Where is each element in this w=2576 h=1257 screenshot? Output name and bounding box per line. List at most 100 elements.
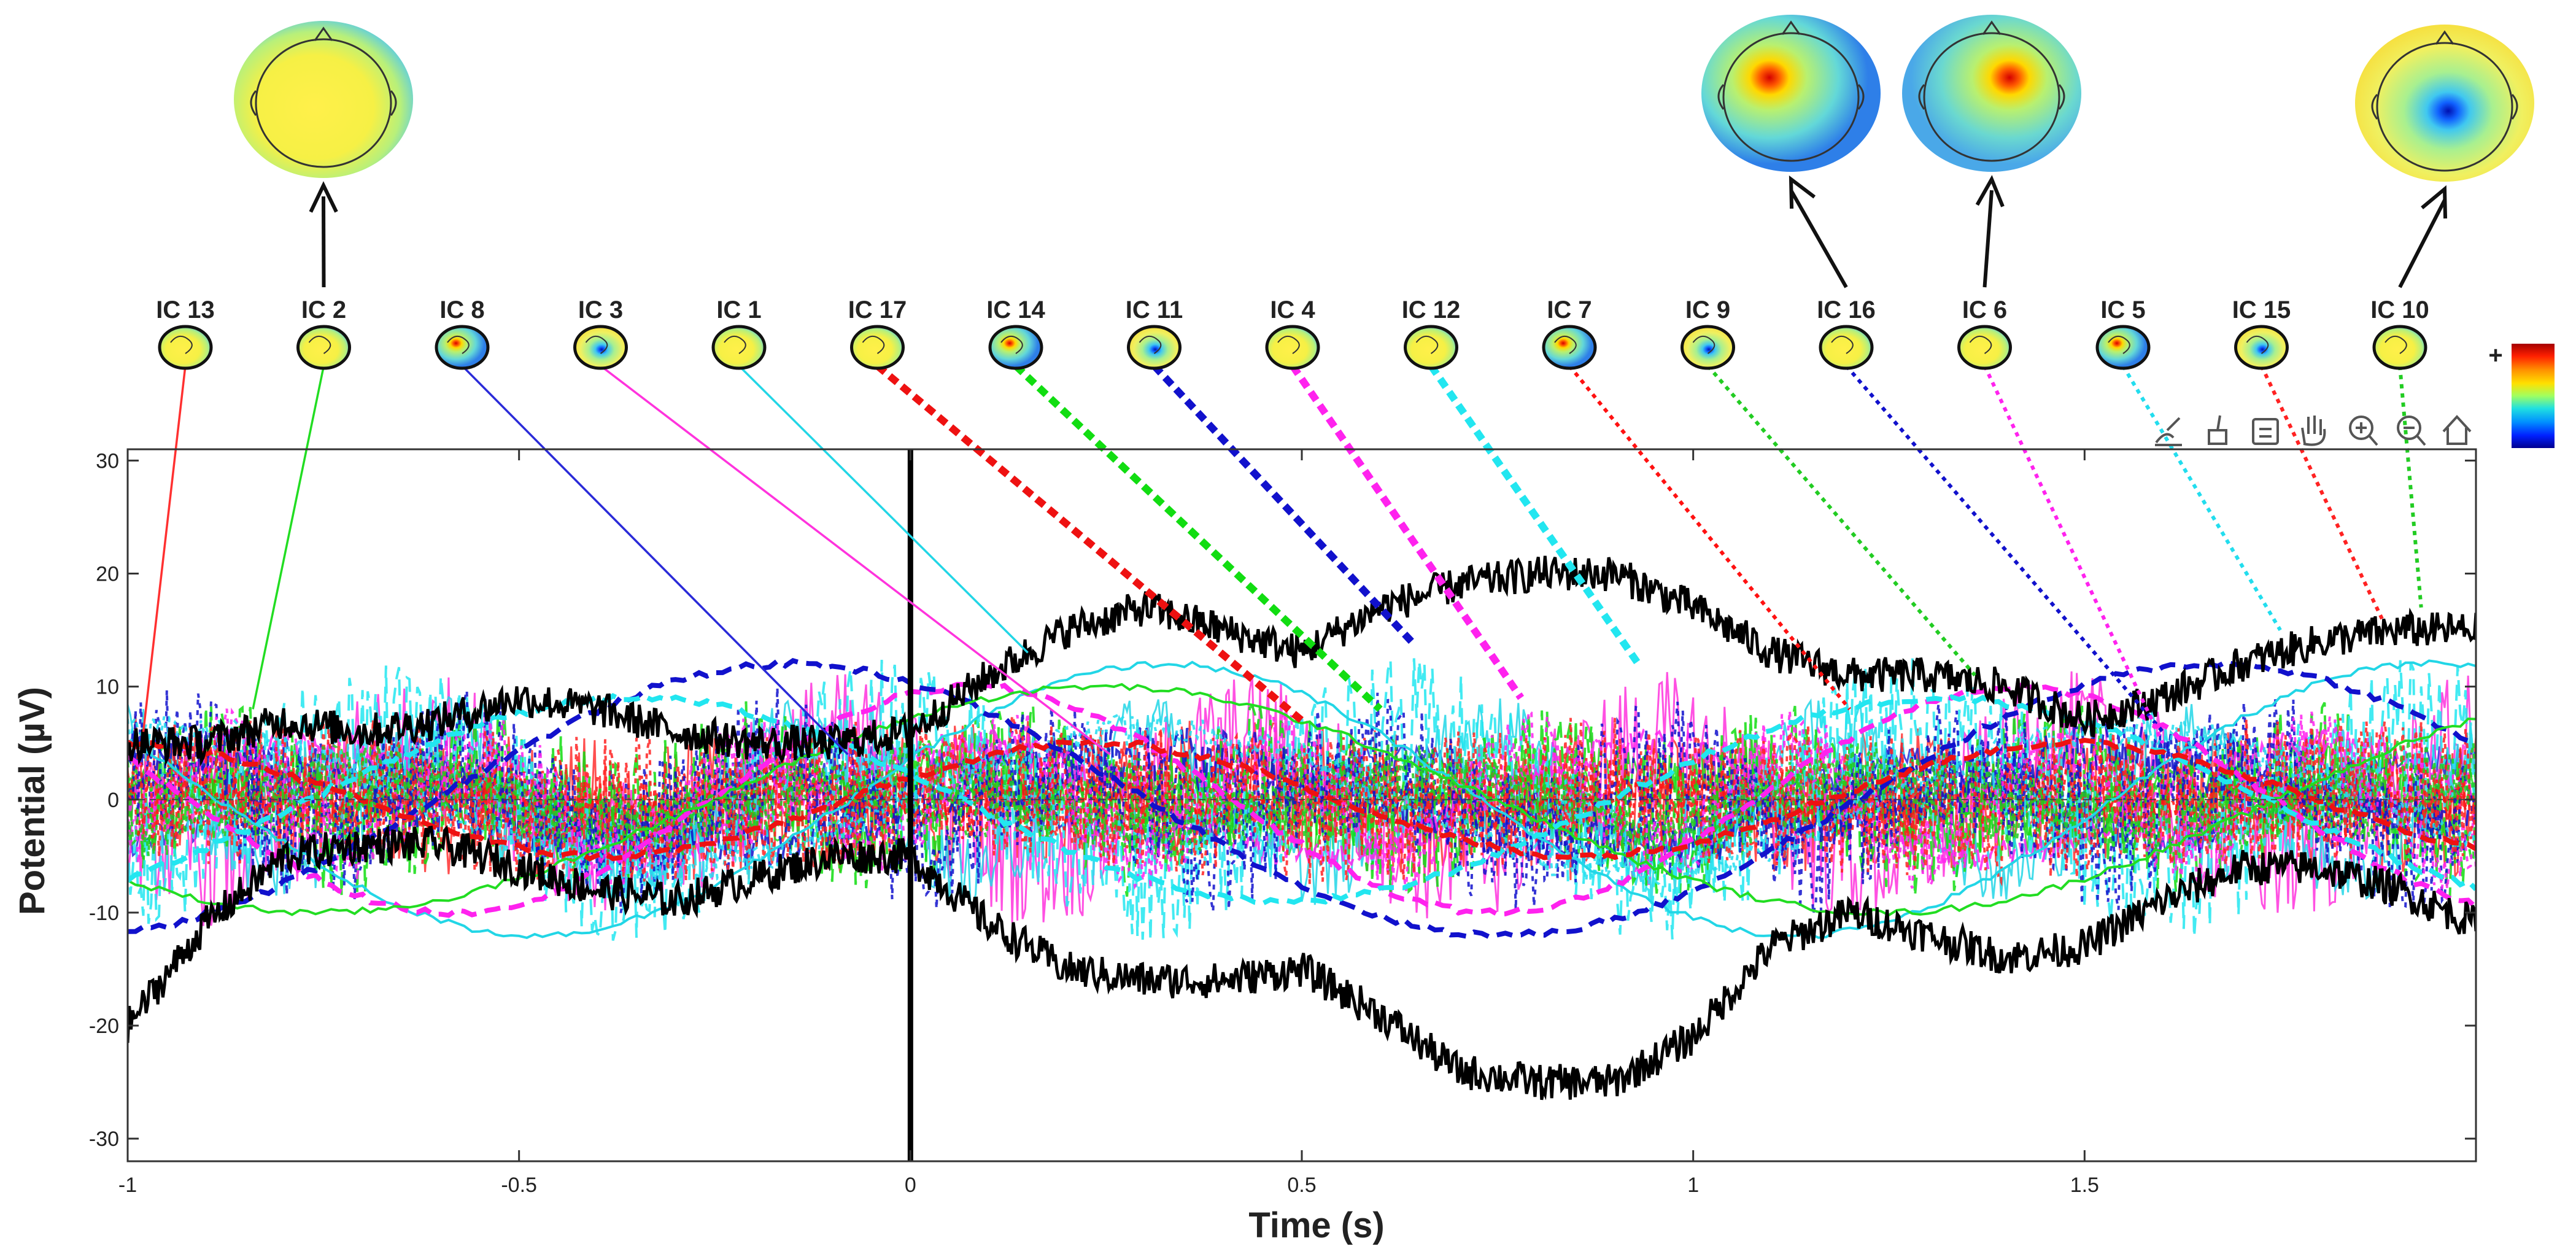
mini-topomap-ic13 [158, 325, 213, 370]
component-label-ic17: IC 17 [848, 296, 907, 323]
envelope-lower [128, 823, 2476, 1100]
brush-icon[interactable] [2155, 417, 2182, 446]
leader-line-ic14 [1013, 363, 1383, 712]
component-label-ic7: IC 7 [1547, 296, 1592, 323]
left-ear-outline [2371, 94, 2378, 120]
y-tick-label: 10 [96, 676, 119, 699]
component-label-ic14: IC 14 [986, 296, 1045, 323]
zoom-in-icon[interactable] [2349, 416, 2378, 446]
component-label-ic4: IC 4 [1270, 296, 1315, 323]
zoom-out-icon-glyph [2416, 435, 2426, 446]
head-outline [2376, 42, 2513, 172]
component-label-ic13: IC 13 [156, 296, 215, 323]
component-trace-ic3 [128, 671, 2476, 926]
head-outline [1722, 32, 1860, 162]
mini-topomap-head [1819, 325, 1874, 370]
x-tick-label: -0.5 [501, 1174, 537, 1197]
nose-outline [314, 26, 333, 41]
pan-hand-icon[interactable] [2301, 416, 2326, 446]
x-tick-label: 0.5 [1287, 1174, 1316, 1197]
component-trace-ic15 [128, 715, 2476, 887]
right-ear-outline [2511, 94, 2518, 120]
x-tick-label: 1.5 [2070, 1174, 2099, 1197]
arrow-head-ic2 [309, 181, 338, 213]
mini-topomap-contour [308, 336, 331, 354]
component-label-ic6: IC 6 [1962, 296, 2007, 323]
mini-topomap-head [573, 325, 628, 370]
mini-topomap-head [1265, 325, 1320, 370]
x-axis-label: Time (s) [1248, 1205, 1384, 1245]
expanded-topomap-disc [1902, 15, 2081, 172]
leader-line-ic16 [1844, 365, 2165, 733]
mini-topomap-contour [585, 336, 608, 354]
mini-topomap-head [1957, 325, 2012, 370]
leader-line-ic13 [142, 365, 187, 732]
expanded-topomap-ic10 [2355, 25, 2534, 182]
y-tick-label: -10 [89, 902, 119, 925]
mini-topomap-ic10 [2372, 325, 2427, 370]
component-label-ic15: IC 15 [2232, 296, 2291, 323]
paint-icon[interactable] [2208, 415, 2227, 445]
component-trace-ic10 [128, 735, 2476, 862]
mini-topomap-ic9 [1681, 325, 1735, 370]
mini-topomap-contour [1969, 336, 1992, 354]
component-label-ic1: IC 1 [716, 296, 761, 323]
leader-line-ic7 [1568, 365, 1852, 711]
smooth-wave-2 [128, 658, 2476, 940]
nose-outline [1781, 20, 1801, 35]
colorbar [2512, 344, 2555, 448]
mini-topomap-contour [2246, 336, 2269, 354]
mini-topomap-head [2372, 325, 2427, 370]
mini-topomap-ic6 [1957, 325, 2012, 370]
left-ear-outline [1717, 84, 1725, 110]
mini-topomap-ic4 [1265, 325, 1320, 370]
mini-topomap-ic14 [988, 325, 1043, 370]
component-label-ic16: IC 16 [1817, 296, 1876, 323]
data-cursor-icon[interactable] [2252, 418, 2279, 445]
arrow-shaft-ic2 [322, 196, 326, 288]
mini-topomap-ic15 [2234, 325, 2289, 370]
arrow-shaft-ic6 [1982, 190, 1994, 288]
mini-topomap-head [2095, 325, 2151, 370]
zoom-out-icon[interactable] [2397, 416, 2426, 446]
smooth-wave-4 [128, 693, 2476, 907]
mini-topomap-head [850, 325, 905, 370]
mini-topomap-ic12 [1404, 325, 1458, 370]
envelope-upper [128, 555, 2476, 767]
mini-topomap-ic3 [573, 325, 628, 370]
y-axis-label: Potential (µV) [12, 687, 52, 915]
paint-icon-glyph [2208, 415, 2227, 445]
mini-topomap-head [1404, 325, 1458, 370]
mini-topomap-contour [1554, 336, 1577, 354]
component-label-ic2: IC 2 [301, 296, 346, 323]
leader-line-ic1 [738, 365, 1029, 654]
component-label-ic10: IC 10 [2370, 296, 2429, 323]
mini-topomap-ic5 [2095, 325, 2151, 370]
head-outline [255, 38, 392, 168]
mini-topomap-ic1 [711, 325, 767, 370]
leader-line-ic12 [1428, 363, 1642, 667]
mini-topomap-contour [1139, 336, 1162, 354]
y-tick-label: 0 [107, 789, 119, 812]
expanded-topomap-ic16 [1701, 15, 1881, 172]
mini-topomap-head [1127, 325, 1182, 370]
left-ear-outline [250, 90, 257, 116]
right-ear-outline [390, 90, 397, 116]
data-cursor-icon-glyph [2252, 418, 2279, 445]
mini-topomap-contour [1415, 336, 1439, 354]
mini-topomap-ic16 [1819, 325, 1874, 370]
mini-topomap-contour [2385, 336, 2407, 354]
home-icon[interactable] [2442, 415, 2472, 445]
head-outline [1923, 32, 2060, 162]
component-label-ic12: IC 12 [1402, 296, 1461, 323]
zoom-in-icon-glyph [2368, 435, 2378, 446]
mini-topomap-contour [862, 336, 885, 354]
mini-topomap-ic17 [850, 325, 905, 370]
leader-line-ic17 [875, 363, 1304, 724]
expanded-topomap-ic6 [1902, 15, 2081, 172]
component-trace-ic6 [128, 707, 2476, 891]
leader-line-ic3 [600, 365, 1111, 756]
component-label-ic11: IC 11 [1126, 296, 1183, 323]
expanded-topomap-disc [2355, 25, 2534, 182]
y-tick-label: 30 [96, 449, 119, 473]
